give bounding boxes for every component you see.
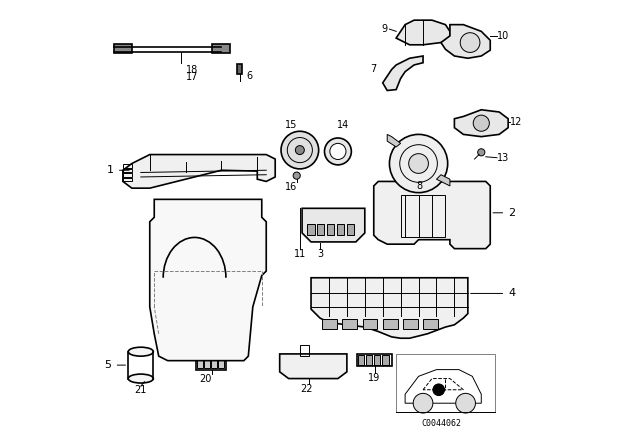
Bar <box>382 355 388 365</box>
Text: 10: 10 <box>497 31 509 41</box>
Polygon shape <box>311 278 468 338</box>
Text: 11: 11 <box>294 249 306 258</box>
Text: 16: 16 <box>285 182 297 192</box>
Bar <box>123 173 132 177</box>
Bar <box>323 319 337 329</box>
Text: 9: 9 <box>381 24 387 34</box>
Polygon shape <box>280 354 347 379</box>
Bar <box>317 224 324 235</box>
Polygon shape <box>302 208 365 242</box>
Text: 6: 6 <box>246 71 252 81</box>
Circle shape <box>460 33 480 52</box>
Bar <box>237 64 243 74</box>
Circle shape <box>281 131 319 169</box>
Bar <box>197 358 203 368</box>
Circle shape <box>330 143 346 159</box>
Bar <box>403 319 418 329</box>
Bar <box>366 355 372 365</box>
Bar <box>383 319 397 329</box>
Polygon shape <box>396 20 450 45</box>
Bar <box>123 178 132 181</box>
Bar <box>396 354 495 412</box>
Ellipse shape <box>128 347 154 356</box>
Text: 3: 3 <box>317 249 323 258</box>
Circle shape <box>324 138 351 165</box>
Text: 5: 5 <box>105 360 125 370</box>
Circle shape <box>477 149 485 156</box>
Bar <box>218 358 224 368</box>
Bar <box>347 224 354 235</box>
Circle shape <box>389 134 448 193</box>
Circle shape <box>413 393 433 413</box>
Text: 13: 13 <box>497 153 509 163</box>
Polygon shape <box>150 199 266 361</box>
Bar <box>362 319 378 329</box>
Polygon shape <box>387 134 401 147</box>
Bar <box>357 354 392 366</box>
Text: 14: 14 <box>337 120 349 130</box>
Text: 17: 17 <box>186 72 198 82</box>
Text: 22: 22 <box>300 384 313 394</box>
Polygon shape <box>454 110 508 137</box>
Text: 8: 8 <box>417 181 422 191</box>
Text: 12: 12 <box>511 117 523 127</box>
Circle shape <box>293 172 300 179</box>
Bar <box>307 224 315 235</box>
Bar <box>196 357 227 370</box>
Bar <box>123 164 132 168</box>
Text: 18: 18 <box>186 65 198 75</box>
Ellipse shape <box>128 374 154 383</box>
Text: 20: 20 <box>200 374 212 384</box>
Bar <box>204 358 210 368</box>
Polygon shape <box>123 155 275 188</box>
Bar <box>327 224 334 235</box>
Text: 21: 21 <box>134 385 147 395</box>
Bar <box>114 44 132 53</box>
Polygon shape <box>441 25 490 58</box>
Text: 2: 2 <box>493 208 515 218</box>
Circle shape <box>456 393 476 413</box>
Bar <box>401 195 445 237</box>
Text: 4: 4 <box>470 289 515 298</box>
Bar <box>212 44 230 53</box>
Circle shape <box>296 146 305 155</box>
Polygon shape <box>436 175 450 186</box>
Text: 7: 7 <box>370 65 376 74</box>
Bar <box>358 355 364 365</box>
Text: 1: 1 <box>107 165 129 175</box>
Circle shape <box>473 115 490 131</box>
Bar <box>423 319 438 329</box>
Bar <box>374 355 380 365</box>
Bar <box>211 358 217 368</box>
Bar <box>337 224 344 235</box>
Circle shape <box>433 384 445 396</box>
Text: C0044062: C0044062 <box>421 419 461 428</box>
Bar <box>123 169 132 172</box>
Bar <box>300 345 309 356</box>
Text: 19: 19 <box>367 373 380 383</box>
Circle shape <box>409 154 428 173</box>
Bar <box>342 319 357 329</box>
Polygon shape <box>374 181 490 249</box>
Text: 15: 15 <box>285 120 297 130</box>
Polygon shape <box>383 56 423 90</box>
